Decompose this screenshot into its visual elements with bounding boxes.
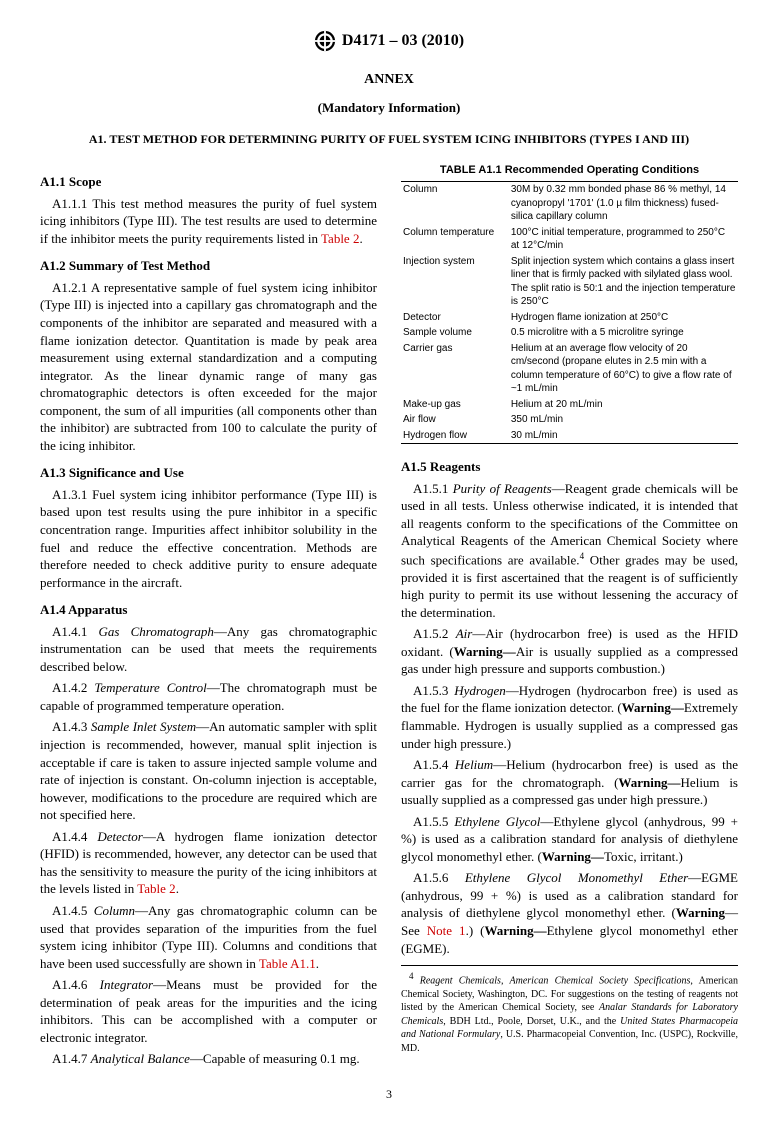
para-a151: A1.5.1 Purity of Reagents—Reagent grade … — [401, 480, 738, 622]
mandatory-info: (Mandatory Information) — [40, 99, 738, 117]
para-a144: A1.4.4 Detector—A hydrogen flame ionizat… — [40, 828, 377, 898]
table-row: Injection systemSplit injection system w… — [401, 254, 738, 310]
para-a121: A1.2.1 A representative sample of fuel s… — [40, 279, 377, 454]
table-row: DetectorHydrogen flame ionization at 250… — [401, 310, 738, 326]
link-table2b[interactable]: Table 2 — [137, 881, 175, 896]
para-a145: A1.4.5 Column—Any gas chromatographic co… — [40, 902, 377, 972]
table-row: Column30M by 0.32 mm bonded phase 86 % m… — [401, 182, 738, 225]
page-number: 3 — [40, 1086, 738, 1102]
table-row: Hydrogen flow30 mL/min — [401, 428, 738, 444]
para-a153: A1.5.3 Hydrogen—Hydrogen (hydrocarbon fr… — [401, 682, 738, 752]
para-a147: A1.4.7 Analytical Balance—Capable of mea… — [40, 1050, 377, 1068]
link-table2[interactable]: Table 2 — [321, 231, 359, 246]
doc-header: D4171 – 03 (2010) — [40, 30, 738, 57]
astm-logo-icon — [314, 30, 336, 52]
para-a142: A1.4.2 Temperature Control—The chromatog… — [40, 679, 377, 714]
para-a131: A1.3.1 Fuel system icing inhibitor perfo… — [40, 486, 377, 591]
table-title: TABLE A1.1 Recommended Operating Conditi… — [401, 163, 738, 178]
heading-apparatus: A1.4 Apparatus — [40, 601, 377, 619]
para-a146: A1.4.6 Integrator—Means must be provided… — [40, 976, 377, 1046]
footnote-4: 4 Reagent Chemicals, American Chemical S… — [401, 970, 738, 1055]
designation: D4171 – 03 (2010) — [342, 30, 464, 52]
annex-title: ANNEX — [40, 71, 738, 90]
para-a155: A1.5.5 Ethylene Glycol—Ethylene glycol (… — [401, 813, 738, 866]
para-a154: A1.5.4 Helium—Helium (hydrocarbon free) … — [401, 756, 738, 809]
two-column-body: A1.1 Scope A1.1.1 This test method measu… — [40, 163, 738, 1068]
table-row: Carrier gasHelium at an average flow vel… — [401, 341, 738, 397]
a1-title: A1. TEST METHOD FOR DETERMINING PURITY O… — [40, 131, 738, 147]
footnote-rule — [401, 965, 738, 966]
operating-conditions-table: Column30M by 0.32 mm bonded phase 86 % m… — [401, 181, 738, 444]
para-a152: A1.5.2 Air—Air (hydrocarbon free) is use… — [401, 625, 738, 678]
heading-scope: A1.1 Scope — [40, 173, 377, 191]
table-row: Sample volume0.5 microlitre with a 5 mic… — [401, 325, 738, 341]
para-a156: A1.5.6 Ethylene Glycol Monomethyl Ether—… — [401, 869, 738, 957]
para-a111: A1.1.1 This test method measures the pur… — [40, 195, 377, 248]
para-a143: A1.4.3 Sample Inlet System—An automatic … — [40, 718, 377, 823]
link-note1[interactable]: Note 1 — [427, 923, 466, 938]
table-row: Air flow350 mL/min — [401, 412, 738, 428]
table-row: Column temperature100°C initial temperat… — [401, 225, 738, 254]
para-a141: A1.4.1 Gas Chromatograph—Any gas chromat… — [40, 623, 377, 676]
heading-summary: A1.2 Summary of Test Method — [40, 257, 377, 275]
link-tableA11[interactable]: Table A1.1 — [259, 956, 316, 971]
heading-significance: A1.3 Significance and Use — [40, 464, 377, 482]
heading-reagents: A1.5 Reagents — [401, 458, 738, 476]
table-row: Make-up gasHelium at 20 mL/min — [401, 397, 738, 413]
table-a11: TABLE A1.1 Recommended Operating Conditi… — [401, 163, 738, 444]
